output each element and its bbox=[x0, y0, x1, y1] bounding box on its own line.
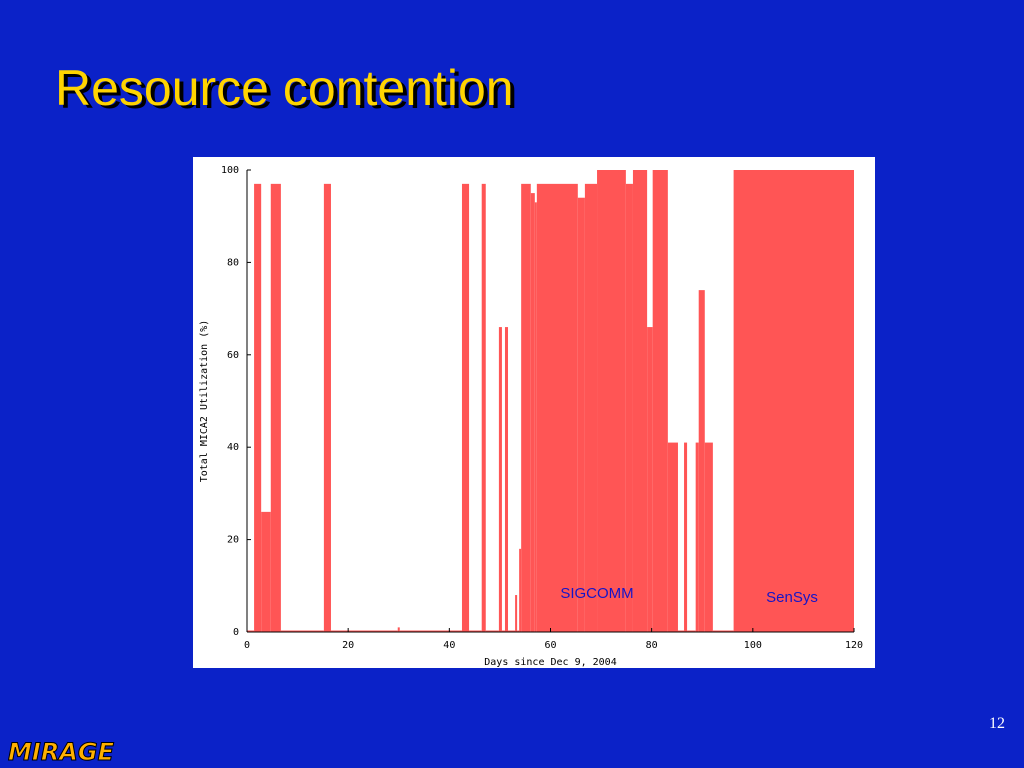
y-tick-label: 40 bbox=[227, 442, 239, 453]
bar bbox=[647, 327, 653, 632]
bar bbox=[677, 630, 685, 632]
x-tick-label: 60 bbox=[544, 640, 556, 651]
bar bbox=[504, 327, 509, 632]
bar bbox=[498, 327, 502, 632]
x-axis-label: Days since Dec 9, 2004 bbox=[484, 657, 616, 668]
bar bbox=[501, 630, 505, 632]
bar bbox=[687, 630, 696, 632]
bar bbox=[261, 511, 271, 632]
bar bbox=[254, 183, 262, 633]
bar bbox=[597, 170, 626, 632]
bar bbox=[536, 183, 578, 633]
x-tick-label: 80 bbox=[646, 640, 658, 651]
bar bbox=[485, 630, 499, 632]
bar bbox=[397, 627, 400, 632]
x-tick-label: 120 bbox=[845, 640, 863, 651]
bar bbox=[517, 630, 520, 632]
bar bbox=[270, 183, 281, 633]
bar bbox=[530, 193, 535, 632]
bar bbox=[695, 442, 699, 632]
logo: MIRAGE bbox=[8, 738, 115, 766]
bar bbox=[469, 630, 482, 632]
bar bbox=[508, 630, 516, 632]
bar bbox=[704, 442, 713, 632]
bar bbox=[632, 170, 648, 632]
bar bbox=[519, 548, 522, 632]
page-number: 12 bbox=[989, 715, 1005, 732]
y-tick-label: 0 bbox=[233, 627, 239, 638]
bar bbox=[625, 183, 633, 633]
title-shadow: Resource contention bbox=[59, 63, 518, 119]
bar bbox=[712, 630, 734, 632]
bar bbox=[698, 290, 705, 632]
y-axis-label: Total MICA2 Utilization (%) bbox=[199, 320, 210, 483]
bar bbox=[733, 170, 854, 632]
bar bbox=[667, 442, 678, 632]
x-tick-label: 40 bbox=[443, 640, 455, 651]
bar bbox=[330, 630, 398, 632]
y-tick-label: 80 bbox=[227, 257, 239, 268]
bar bbox=[515, 595, 518, 632]
bar bbox=[652, 170, 668, 632]
annotation: SIGCOMM bbox=[560, 585, 633, 602]
bar bbox=[323, 183, 331, 633]
annotation: SenSys bbox=[766, 589, 818, 606]
bar bbox=[481, 183, 486, 633]
y-tick-label: 60 bbox=[227, 350, 239, 361]
bar bbox=[280, 630, 324, 632]
x-tick-label: 20 bbox=[342, 640, 354, 651]
bar bbox=[521, 183, 531, 633]
y-tick-label: 20 bbox=[227, 535, 239, 546]
slide-title: Resource contention bbox=[55, 60, 514, 116]
bar bbox=[584, 183, 598, 633]
bar bbox=[461, 183, 470, 633]
bar bbox=[534, 202, 537, 632]
bar bbox=[399, 630, 462, 632]
x-tick-label: 0 bbox=[244, 640, 250, 651]
chart: 0 20 40 60 80 100 0 20 40 60 80 100 120 Days since De… bbox=[199, 165, 863, 668]
bar bbox=[684, 442, 688, 632]
y-tick-label: 100 bbox=[221, 165, 239, 176]
x-tick-label: 100 bbox=[744, 640, 762, 651]
bar bbox=[247, 630, 255, 632]
bar bbox=[577, 197, 585, 632]
